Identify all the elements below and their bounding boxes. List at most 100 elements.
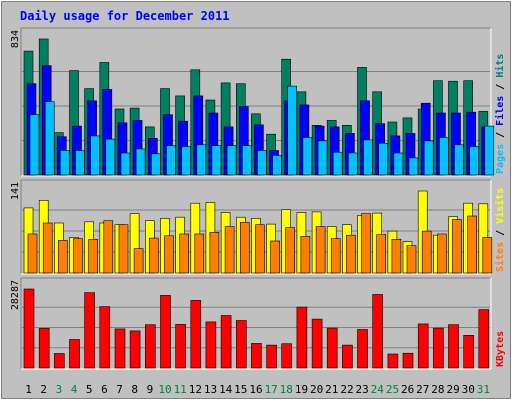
bar-visits-sites-day-4 — [73, 238, 83, 274]
bar-kbytes-kbytes-day-13 — [205, 321, 217, 369]
bar-hits-pages-day-6 — [105, 138, 116, 176]
x-tick-label-day-4: 4 — [71, 383, 78, 396]
x-tick-label-day-13: 13 — [204, 383, 217, 396]
bar-hits-pages-day-29 — [454, 144, 464, 176]
legend-item-visits: Visits — [494, 188, 506, 224]
x-tick-label-day-26: 26 — [401, 383, 414, 396]
bar-hits-pages-day-23 — [363, 139, 373, 176]
x-tick-label-day-17: 17 — [265, 383, 278, 396]
bar-visits-sites-day-19 — [300, 236, 311, 274]
bar-kbytes-kbytes-day-29 — [448, 324, 459, 369]
bar-hits-pages-day-26 — [408, 157, 419, 176]
x-tick-label-day-21: 21 — [325, 383, 338, 396]
x-tick-label-day-6: 6 — [101, 383, 108, 396]
legend-visits: Sites / Visits — [494, 188, 506, 272]
bar-hits-pages-day-27 — [423, 140, 434, 176]
bar-kbytes-kbytes-day-11 — [175, 324, 186, 369]
bar-visits-sites-day-15 — [240, 222, 250, 274]
legend-text-kbytes: KBytes — [495, 331, 506, 367]
bar-kbytes-kbytes-day-14 — [220, 315, 232, 369]
bar-visits-sites-day-21 — [330, 238, 341, 274]
bar-visits-sites-day-31 — [482, 237, 493, 274]
bar-visits-sites-day-25 — [391, 239, 402, 274]
bar-hits-pages-day-4 — [75, 150, 85, 176]
bar-hits-pages-day-19 — [302, 137, 313, 176]
x-tick-label-day-7: 7 — [116, 383, 123, 396]
chart-title: Daily usage for December 2011 — [20, 9, 230, 23]
x-tick-label-day-14: 14 — [219, 383, 233, 396]
bar-visits-sites-day-16 — [255, 224, 265, 274]
bar-kbytes-kbytes-day-1 — [23, 288, 35, 369]
bar-hits-pages-day-13 — [211, 145, 222, 176]
bar-kbytes-kbytes-day-19 — [296, 306, 308, 369]
bar-kbytes-kbytes-day-12 — [190, 300, 202, 369]
bar-visits-sites-day-17 — [270, 240, 280, 274]
bar-hits-pages-day-24 — [378, 142, 389, 176]
bar-visits-sites-day-13 — [209, 232, 220, 274]
bar-visits-sites-day-29 — [452, 219, 462, 274]
bar-kbytes-kbytes-day-7 — [114, 328, 126, 369]
bar-visits-sites-day-24 — [376, 234, 387, 274]
bar-kbytes-kbytes-day-10 — [160, 295, 171, 369]
legend-separator: / — [495, 78, 506, 96]
x-tick-label-day-19: 19 — [295, 383, 308, 396]
legend-separator: / — [495, 126, 506, 144]
bar-hits-pages-day-11 — [181, 146, 191, 176]
bar-kbytes-kbytes-day-21 — [326, 327, 338, 369]
x-tick-label-day-20: 20 — [310, 383, 323, 396]
legend-item-files: Files — [494, 96, 506, 126]
bar-kbytes-kbytes-day-8 — [129, 330, 141, 369]
x-tick-label-day-30: 30 — [462, 383, 475, 396]
x-tick-label-day-18: 18 — [280, 383, 293, 396]
x-tick-label-day-31: 31 — [477, 383, 490, 396]
x-tick-label-day-9: 9 — [147, 383, 154, 396]
bar-hits-pages-day-12 — [196, 144, 207, 176]
x-tick-label-day-23: 23 — [355, 383, 368, 396]
bar-visits-sites-day-6 — [103, 220, 114, 274]
bar-visits-sites-day-1 — [27, 233, 38, 274]
bar-visits-sites-day-10 — [164, 235, 174, 274]
bar-visits-sites-day-30 — [467, 215, 478, 274]
bar-hits-pages-day-3 — [59, 150, 70, 176]
bar-kbytes-kbytes-day-15 — [236, 320, 247, 369]
bar-visits-sites-day-7 — [118, 224, 129, 274]
legend-item-sites: Sites — [494, 242, 506, 272]
bar-hits-pages-day-21 — [332, 151, 343, 176]
x-tick-label-day-1: 1 — [25, 383, 32, 396]
bar-kbytes-kbytes-day-9 — [145, 324, 156, 369]
bar-hits-pages-day-31 — [484, 125, 495, 176]
bar-hits-pages-day-9 — [151, 153, 161, 176]
bar-kbytes-kbytes-day-23 — [357, 329, 368, 369]
x-tick-label-day-8: 8 — [131, 383, 138, 396]
bar-kbytes-kbytes-day-18 — [281, 343, 293, 369]
bar-hits-pages-day-7 — [120, 152, 131, 176]
bar-kbytes-kbytes-day-16 — [251, 343, 262, 369]
y-max-label-hits: 834 — [10, 30, 21, 48]
bar-kbytes-kbytes-day-20 — [311, 318, 323, 369]
bar-hits-pages-day-25 — [393, 152, 404, 176]
legend-text-visits: Sites / Visits — [494, 188, 506, 272]
legend-hits: Pages / Files / Hits — [494, 54, 506, 174]
x-tick-label-day-5: 5 — [86, 383, 93, 396]
bar-kbytes-kbytes-day-5 — [84, 292, 95, 369]
bar-hits-pages-day-5 — [90, 135, 100, 176]
bar-hits-pages-day-14 — [226, 145, 237, 176]
x-tick-label-day-25: 25 — [386, 383, 399, 396]
bar-visits-sites-day-26 — [406, 245, 417, 274]
bar-kbytes-kbytes-day-26 — [402, 352, 414, 369]
panel-kbytes: 28287 — [10, 277, 492, 370]
bar-hits-pages-day-30 — [469, 146, 480, 176]
bar-kbytes-kbytes-day-28 — [433, 327, 444, 369]
bar-kbytes-kbytes-day-17 — [266, 344, 277, 369]
x-tick-label-day-24: 24 — [371, 383, 385, 396]
bar-visits-sites-day-11 — [179, 233, 189, 274]
panel-hits: 834 — [10, 27, 495, 177]
bar-kbytes-kbytes-day-25 — [387, 353, 399, 369]
bar-visits-sites-day-9 — [149, 237, 159, 274]
bar-kbytes-kbytes-day-2 — [38, 327, 50, 369]
x-tick-label-day-15: 15 — [234, 383, 247, 396]
bar-kbytes-kbytes-day-30 — [463, 334, 475, 369]
